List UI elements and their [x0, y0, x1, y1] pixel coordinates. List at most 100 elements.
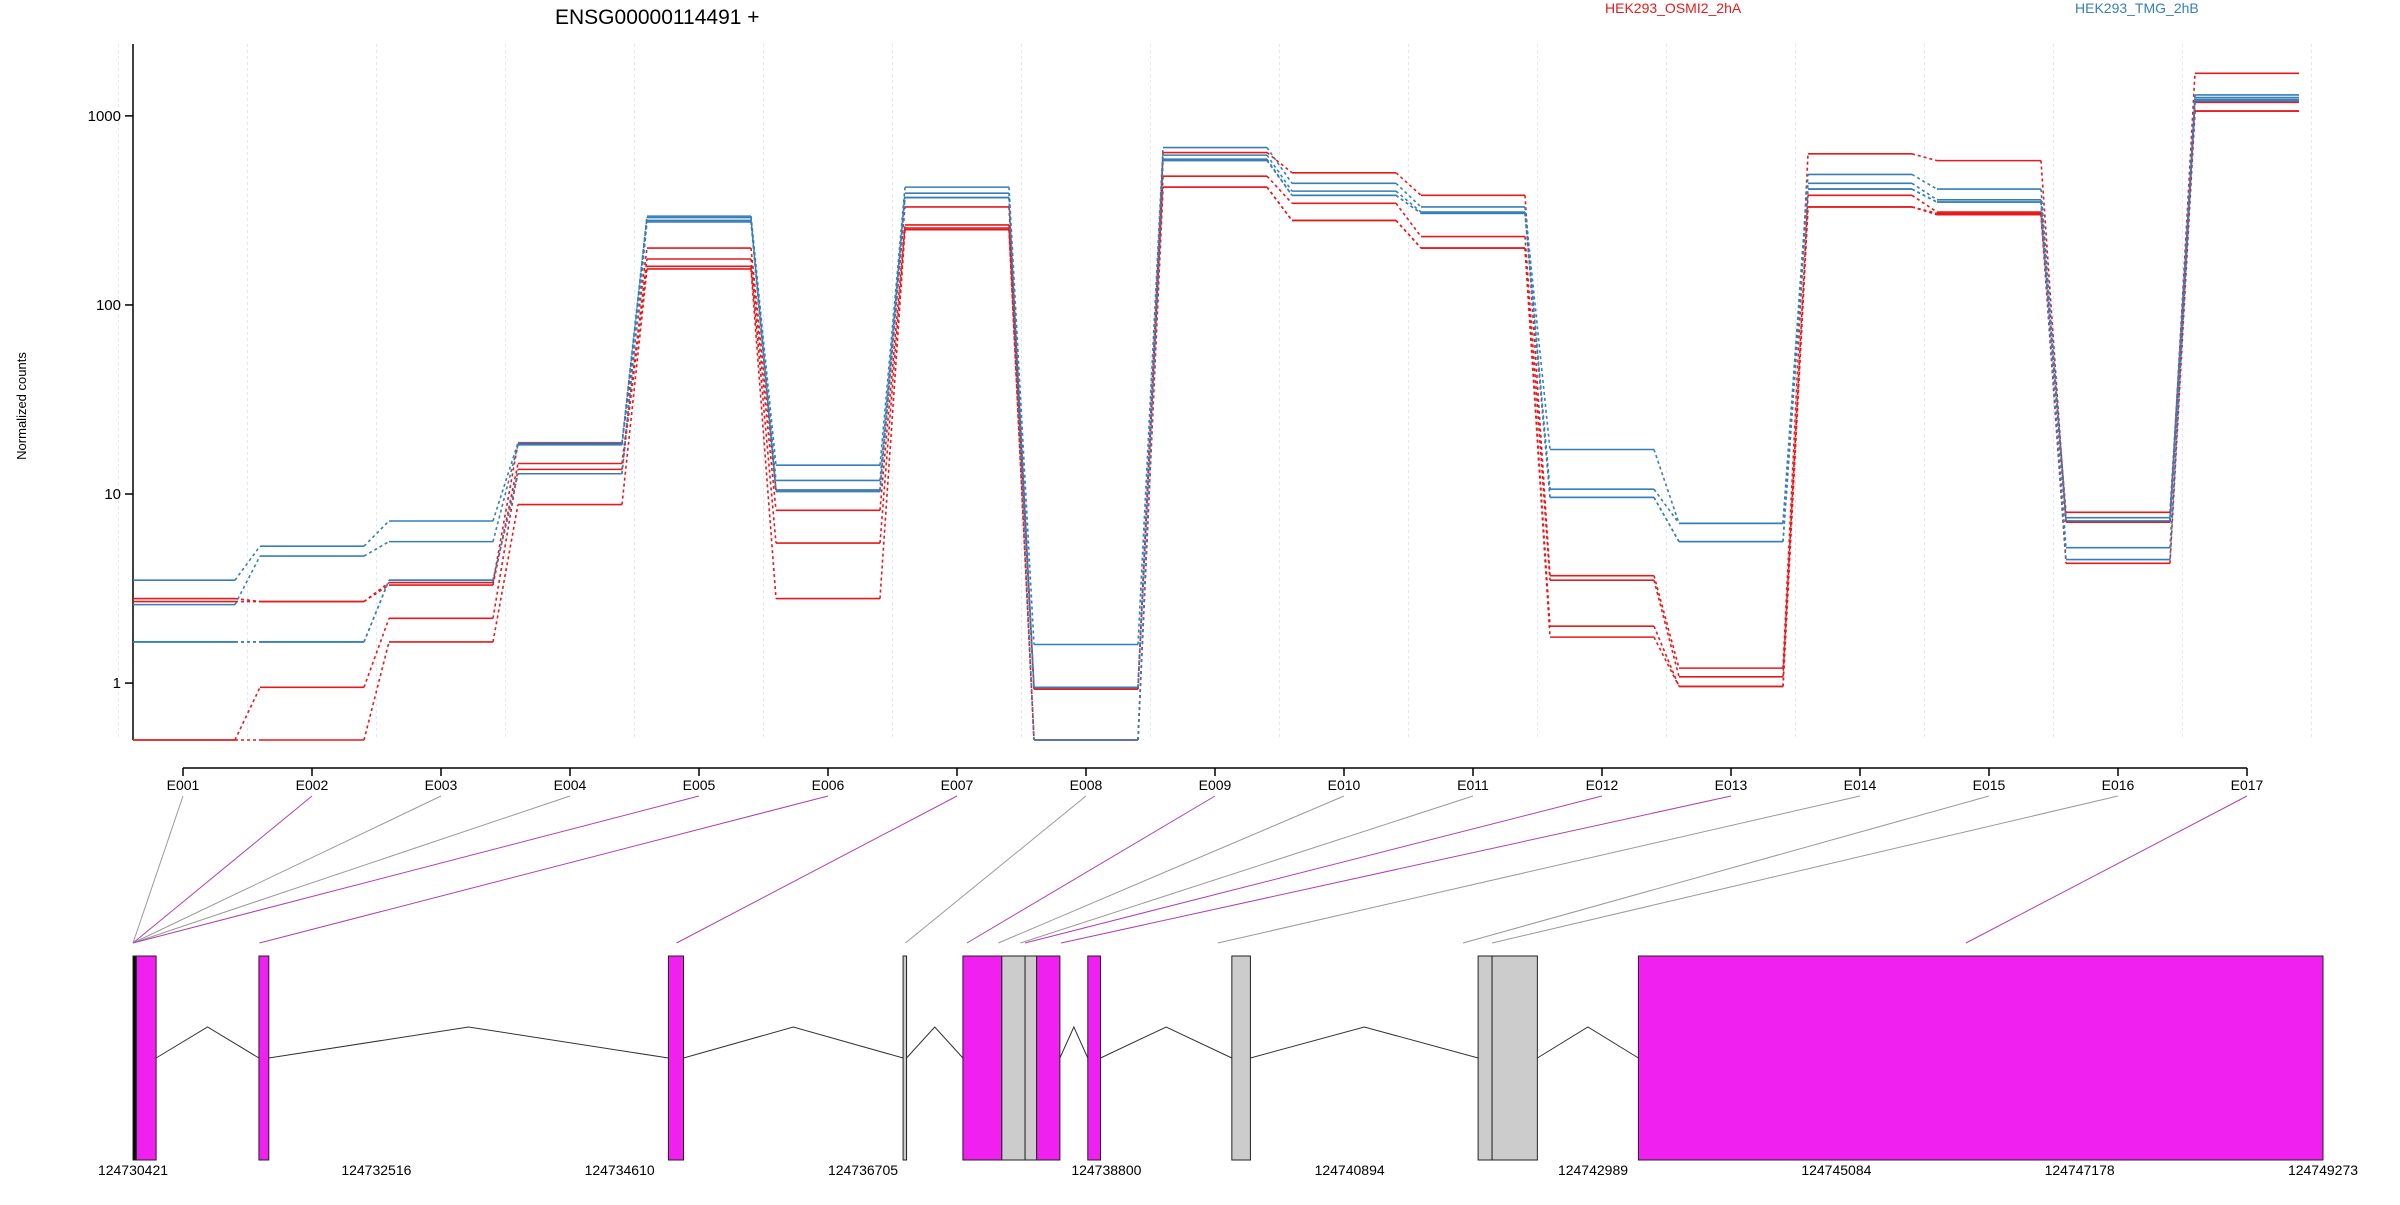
- series-connector: [1395, 194, 1422, 215]
- genome-coordinate-label: 124747178: [2045, 1162, 2115, 1178]
- series-connector: [2169, 100, 2196, 560]
- x-tick-label: E001: [167, 777, 200, 793]
- exon-box: [1024, 955, 1038, 1161]
- exon-connector-line: [132, 795, 571, 944]
- intron-line: [1059, 1025, 1089, 1059]
- series-connector: [1524, 236, 1551, 581]
- exon-connector-line: [1060, 795, 1732, 944]
- x-tick-label: E014: [1844, 777, 1877, 793]
- y-tick-label: 1: [113, 675, 121, 692]
- exon-connector-line: [132, 795, 313, 944]
- exon-connector-line: [1024, 795, 1603, 944]
- x-tick-label: E005: [683, 777, 716, 793]
- intron-line: [155, 1026, 260, 1059]
- series-connector: [1911, 188, 1938, 203]
- series-connector: [2169, 94, 2196, 518]
- series-connector: [1008, 187, 1035, 645]
- x-tick-label: E013: [1715, 777, 1748, 793]
- series-connector: [492, 504, 519, 643]
- series-connector: [879, 228, 906, 544]
- x-tick-label: E017: [2231, 777, 2264, 793]
- genome-coordinate-label: 124740894: [1315, 1162, 1385, 1178]
- series-connector: [492, 469, 519, 619]
- series-connector: [879, 197, 906, 492]
- series-connector: [363, 540, 390, 557]
- series-connector: [363, 584, 390, 603]
- exon-connector-line: [1020, 795, 1474, 944]
- gene-model: 124730421 124732516 124734610 124736705 1247…: [98, 955, 2358, 1178]
- series-5: [133, 94, 2299, 646]
- series-connector: [1266, 175, 1293, 204]
- series-connector: [750, 268, 777, 599]
- series-connector: [1137, 147, 1164, 645]
- series-connector: [750, 247, 777, 491]
- series-layer: [133, 72, 2299, 741]
- x-tick-label: E016: [2102, 777, 2135, 793]
- exon-box: [1477, 955, 1493, 1161]
- exon-connector-line: [1491, 795, 2119, 944]
- x-tick-label: E006: [812, 777, 845, 793]
- exon-connector-line: [132, 795, 442, 944]
- exon-box: [1036, 955, 1061, 1161]
- series-connector: [1008, 193, 1035, 688]
- series-2: [133, 101, 2299, 690]
- series-connector: [363, 618, 390, 688]
- legend-label-osmi2: HEK293_OSMI2_2hA: [1605, 0, 1742, 16]
- intron-line: [1537, 1026, 1639, 1059]
- series-connector: [879, 187, 906, 466]
- series-connector: [1266, 154, 1293, 192]
- series-connector: [363, 579, 390, 643]
- series-connector: [1653, 625, 1680, 687]
- series-connector: [1653, 488, 1680, 524]
- series-connector: [750, 258, 777, 511]
- x-tick-label: E012: [1586, 777, 1619, 793]
- series-4: [133, 110, 2299, 741]
- series-connector: [2169, 97, 2196, 522]
- series-connector: [621, 266, 648, 470]
- intron-line: [683, 1026, 904, 1059]
- series-connector: [1911, 194, 1938, 213]
- exon-box: [1231, 955, 1251, 1161]
- series-connector: [1653, 575, 1680, 669]
- intron-line: [268, 1026, 669, 1059]
- exon-connector-line: [1217, 795, 1861, 944]
- x-tick-label: E015: [1973, 777, 2006, 793]
- series-connector: [1266, 151, 1293, 174]
- series-connector: [492, 473, 519, 581]
- genome-coordinate-label: 124732516: [341, 1162, 411, 1178]
- series-connector: [1266, 160, 1293, 196]
- vertical-gridlines: [118, 44, 2312, 740]
- exon-box: [962, 955, 1003, 1161]
- series-connector: [879, 193, 906, 481]
- exon-connector-line: [1965, 795, 2248, 944]
- series-connector: [363, 641, 390, 741]
- series-connector: [492, 442, 519, 522]
- series-connector: [1911, 182, 1938, 201]
- intron-line: [906, 1026, 964, 1059]
- series-connector: [492, 444, 519, 542]
- genome-coordinate-label: 124736705: [828, 1162, 898, 1178]
- series-connector: [1653, 449, 1680, 524]
- series-connector: [621, 217, 648, 445]
- series-connector: [1782, 189, 1809, 542]
- exon-box: [902, 955, 908, 1161]
- series-6: [133, 96, 2299, 689]
- x-tick-label: E008: [1070, 777, 1103, 793]
- series-connector: [363, 581, 390, 603]
- x-tick-label: E011: [1457, 777, 1489, 793]
- axes: 1 10 100 1000 E001 E002 E003 E004 E005 E006 E007 E0…: [88, 44, 2264, 793]
- series-connector: [1653, 580, 1680, 677]
- y-tick-label: 10: [104, 486, 121, 503]
- series-1: [133, 72, 2299, 690]
- exon-connector-line: [1462, 795, 1990, 944]
- series-connector: [1266, 147, 1293, 184]
- exon-connector-line: [132, 795, 184, 944]
- exon-connector-line: [905, 795, 1087, 944]
- exon-connector-line: [259, 795, 829, 944]
- exon-box: [1491, 955, 1538, 1161]
- x-tick-label: E009: [1199, 777, 1232, 793]
- x-tick-label: E007: [941, 777, 974, 793]
- legend-label-tmg: HEK293_TMG_2hB: [2075, 0, 2199, 16]
